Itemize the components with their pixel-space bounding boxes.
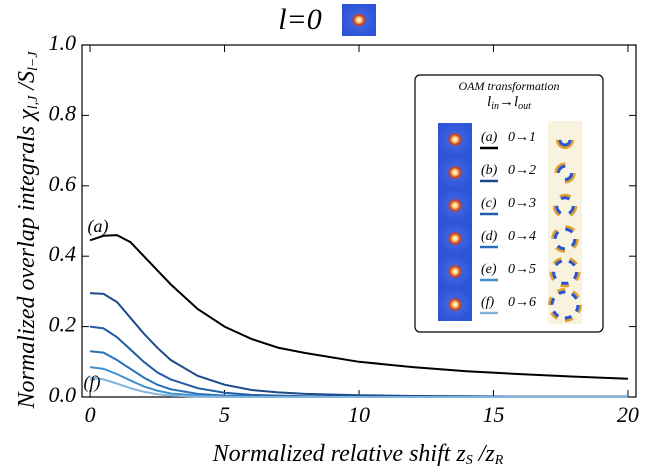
legend-subtitle: lin→lout — [487, 94, 531, 112]
legend-label: (c) — [481, 196, 497, 211]
legend-name: 0→5 — [508, 262, 536, 277]
y-tick-label: 0.2 — [49, 312, 77, 337]
series-line — [89, 234, 628, 380]
legend-name: 0→2 — [508, 163, 536, 178]
y-tick-label: 0.8 — [49, 100, 77, 125]
legend-name: 0→4 — [508, 229, 536, 244]
y-tick-label: 0.4 — [49, 241, 77, 266]
y-axis-label-part: l,J — [26, 95, 41, 109]
curve-annotation: (f) — [84, 372, 101, 393]
legend-input-image — [438, 156, 472, 189]
legend-label: (e) — [481, 262, 497, 277]
legend-output-image — [552, 259, 578, 285]
curve-annotation: (a) — [88, 216, 109, 237]
legend-output-image — [553, 227, 577, 251]
legend-input-image — [438, 255, 472, 288]
y-tick-label: 0.6 — [49, 171, 77, 196]
legend-output-image — [548, 288, 582, 322]
legend-output-image — [558, 133, 572, 147]
y-axis-label-part: Normalized overlap integrals χ — [14, 108, 40, 410]
y-axis-label-part: l−J — [26, 51, 41, 71]
y-tick-label: 1.0 — [49, 30, 77, 55]
x-axis-label-part: R — [494, 453, 504, 468]
x-axis-label: Normalized relative shift zS /zR — [212, 441, 504, 469]
x-tick-label: 15 — [482, 402, 504, 427]
legend-output-image — [552, 193, 578, 219]
legend-label: (a) — [481, 130, 498, 145]
legend-output-image — [551, 225, 579, 253]
legend-output-image — [556, 164, 574, 182]
legend-output-image — [550, 290, 580, 320]
legend-subtitle-part: out — [518, 101, 531, 112]
legend-output-image — [549, 256, 581, 288]
legend-name: 0→1 — [508, 130, 536, 145]
legend-output-image — [554, 162, 576, 184]
legend-label: (d) — [481, 229, 498, 244]
legend-name: 0→3 — [508, 196, 536, 211]
legend: OAM transformation lin→lout (a) 0→1 (b) 0→2… — [414, 74, 604, 333]
legend-name: 0→6 — [508, 295, 536, 310]
x-axis-label-part: Normalized relative shift z — [212, 441, 467, 467]
y-axis-label: Normalized overlap integrals χl,J /Sl−J — [14, 51, 42, 410]
x-tick-label: 10 — [348, 402, 370, 427]
y-axis-label-part: /S — [14, 71, 40, 96]
legend-input-image — [438, 222, 472, 255]
title-icon — [342, 4, 376, 36]
x-tick-label: 5 — [219, 402, 230, 427]
x-tick-label: 20 — [617, 402, 639, 427]
legend-subtitle-part: →l — [499, 94, 518, 110]
x-axis-label-part: S — [466, 453, 473, 468]
series-line — [89, 376, 628, 398]
y-tick-label: 0.0 — [49, 382, 77, 407]
x-tick-label: 0 — [85, 402, 96, 427]
legend-output-image — [555, 196, 575, 216]
legend-input-image — [438, 288, 472, 321]
legend-subtitle-part: l — [487, 94, 491, 110]
legend-output-image — [556, 131, 574, 149]
legend-title: OAM transformation — [458, 79, 559, 93]
chart-title: l=0 — [278, 3, 322, 36]
x-axis-label-part: /z — [473, 441, 496, 467]
legend-label: (f) — [481, 295, 495, 310]
legend-input-image — [438, 123, 472, 156]
legend-input-image — [438, 189, 472, 222]
legend-subtitle-part: in — [491, 101, 499, 112]
legend-label: (b) — [481, 163, 498, 178]
